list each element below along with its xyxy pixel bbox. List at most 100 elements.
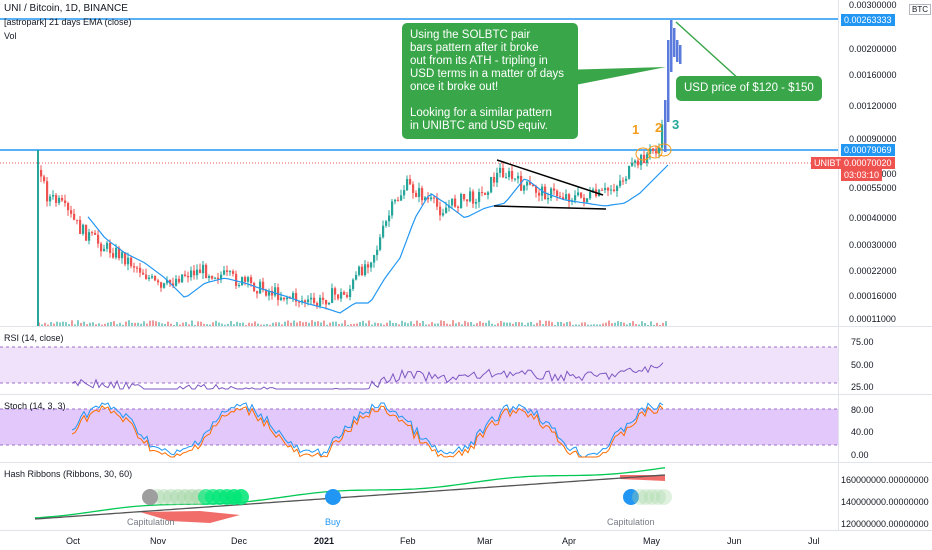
candle-body	[502, 167, 505, 178]
pane-separator[interactable]	[0, 326, 932, 327]
candle-body	[376, 249, 379, 256]
stoch-pane[interactable]	[0, 395, 838, 462]
spike-candle	[664, 100, 667, 152]
candle-body	[469, 191, 472, 202]
candle-body	[529, 181, 532, 185]
volume-bar	[386, 322, 388, 326]
hash-ribbons-legend[interactable]: Hash Ribbons (Ribbons, 30, 60)	[4, 469, 133, 479]
candle-body	[244, 277, 247, 282]
volume-bar	[194, 324, 196, 326]
volume-bar	[461, 324, 463, 326]
candle-body	[58, 197, 61, 203]
pane-separator[interactable]	[0, 394, 932, 395]
price-tick: 0.00160000	[849, 70, 897, 80]
stoch-axis[interactable]: 80.00 40.00 0.00	[838, 395, 932, 462]
candle-body	[259, 281, 262, 294]
volume-bar	[173, 324, 175, 326]
spike-candle	[676, 40, 679, 62]
candle-body	[106, 242, 109, 249]
price-chart[interactable]	[0, 0, 838, 326]
ema-legend[interactable]: [astropark] 21 days EMA (close)	[4, 17, 132, 27]
candle-body	[619, 180, 622, 187]
candle-body	[220, 274, 223, 280]
candle-body	[517, 175, 520, 179]
candle-body	[310, 297, 313, 300]
volume-bar	[587, 324, 589, 326]
price-tick: 0.00030000	[849, 240, 897, 250]
candle-body	[247, 277, 250, 282]
candle-body	[292, 292, 295, 299]
candle-body	[424, 197, 427, 201]
candle-body	[169, 279, 172, 284]
hash-axis[interactable]: 160000000.00000000 140000000.00000000 12…	[838, 463, 932, 530]
time-label: Feb	[400, 536, 416, 546]
volume-bar	[197, 321, 199, 326]
candle-body	[271, 290, 274, 296]
volume-bar	[437, 323, 439, 326]
candle-body	[139, 267, 142, 273]
candle-body	[652, 148, 655, 152]
volume-bar	[119, 322, 121, 326]
currency-badge[interactable]: BTC	[909, 4, 931, 15]
hash-ribbons-chart	[34, 467, 672, 523]
candle-body	[193, 270, 196, 276]
candle-body	[499, 167, 502, 173]
price-tick: 0.00200000	[849, 44, 897, 54]
volume-bar	[101, 324, 103, 326]
candle-body	[418, 188, 421, 197]
volume-bar	[572, 324, 574, 326]
breakout-marker	[635, 147, 651, 161]
volume-bar	[614, 322, 616, 326]
hash-tick: 160000000.00000000	[841, 475, 929, 485]
volume-bar	[512, 323, 514, 326]
volume-bar	[650, 321, 652, 326]
volume-bar	[215, 320, 217, 326]
volume-bar	[200, 321, 202, 326]
volume-bar	[389, 320, 391, 326]
rsi-axis[interactable]: 75.00 50.00 25.00	[838, 327, 932, 394]
symbol-legend[interactable]: UNI / Bitcoin, 1D, BINANCE	[4, 3, 128, 14]
volume-bar	[185, 322, 187, 326]
hash-ribbons-pane[interactable]	[0, 463, 838, 530]
stoch-legend[interactable]: Stoch (14, 3, 3)	[4, 401, 66, 411]
candle-body	[526, 181, 529, 186]
vol-legend[interactable]: Vol	[4, 31, 17, 41]
rsi-legend[interactable]: RSI (14, close)	[4, 333, 64, 343]
volume-bar	[323, 320, 325, 326]
volume-bar	[212, 322, 214, 326]
volume-bar	[170, 323, 172, 326]
volume-bar	[470, 321, 472, 326]
volume-bar	[656, 322, 658, 326]
pane-separator[interactable]	[0, 462, 932, 463]
spike-candle	[679, 45, 682, 64]
candle-body	[319, 297, 322, 307]
volume-bar	[557, 321, 559, 326]
candle-body	[67, 203, 70, 211]
volume-bar	[416, 320, 418, 326]
breakout-marker	[656, 143, 672, 157]
volume-bar	[155, 321, 157, 326]
rsi-tick: 75.00	[851, 337, 874, 347]
candle-body	[412, 184, 415, 193]
candle-body	[232, 271, 235, 274]
candle-body	[565, 194, 568, 200]
volume-bar	[362, 320, 364, 326]
candle-body	[373, 255, 376, 263]
rsi-pane[interactable]	[0, 327, 838, 394]
time-axis[interactable]	[0, 531, 932, 550]
volume-bar	[275, 322, 277, 326]
candle-body	[553, 188, 556, 191]
volume-bar	[488, 320, 490, 326]
volume-bar	[179, 324, 181, 326]
candle-body	[127, 257, 130, 265]
candle-body	[151, 276, 154, 278]
volume-bar	[395, 323, 397, 326]
volume-bar	[308, 322, 310, 326]
candle-body	[556, 190, 559, 197]
volume-bar	[452, 320, 454, 326]
hash-tick: 140000000.00000000	[841, 497, 929, 507]
price-tick: 0.00120000	[849, 101, 897, 111]
volume-bar	[83, 321, 85, 326]
candle-body	[196, 269, 199, 276]
price-axis[interactable]: 0.00300000 0.00200000 0.00160000 0.00120…	[811, 0, 932, 326]
